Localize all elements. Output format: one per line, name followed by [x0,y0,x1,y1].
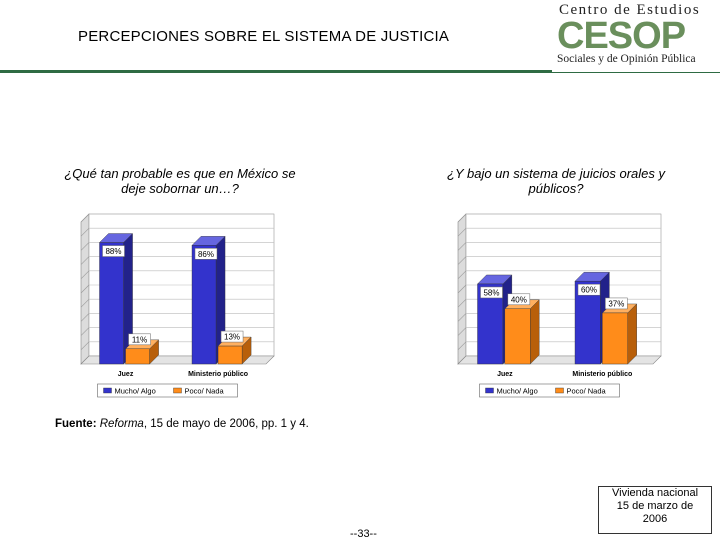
gridline-side [457,313,467,322]
data-label-box [194,248,218,260]
bar-1-0 [504,308,531,365]
logo-subtitle: Sociales y de Opinión Pública [557,53,696,65]
gridline-side [457,256,467,265]
gridline-side [80,270,90,280]
gridline-side [457,242,467,251]
source-note: Fuente: Reforma, 15 de mayo de 2006, pp.… [55,418,309,430]
category-label: Ministerio público [188,371,248,378]
gridline-side [457,327,467,336]
legend-label: Poco/ Nada [567,387,607,396]
chart-right: 58% 40% Juez 60% 37% Ministerio público Mucho/… [457,213,662,398]
gridline-side [80,327,90,336]
data-label: 88% [105,247,121,256]
source-label: Fuente: [55,418,97,430]
gridline-side [457,341,467,351]
gridline-side [457,298,467,308]
category-label: Ministerio público [572,371,632,378]
gridline-side [80,341,90,351]
gridline-side [457,213,467,223]
page-title: PERCEPCIONES SOBRE EL SISTEMA DE JUSTICI… [78,28,450,45]
logo-top-text: Centro de Estudios [559,2,701,18]
gridline-side [457,284,467,294]
question-left: ¿Qué tan probable es que en México se de… [64,166,296,196]
legend-label: Mucho/ Algo [497,387,538,396]
legend-label: Mucho/ Algo [115,387,156,396]
data-label-box [102,245,125,257]
gridline-side [80,227,90,237]
survey-note-line3: 2006 [642,513,668,525]
survey-note-line2: 15 de marzo de [616,500,694,512]
cesop-logo: Centro de Estudios CESOP Sociales y de O… [555,2,717,68]
legend-box [97,383,238,398]
data-label-box [577,283,601,296]
legend-box [479,383,620,398]
source-details: , 15 de mayo de 2006, pp. 1 y 4. [143,418,309,430]
bar-1-1 [217,345,243,365]
source-publication: Reforma [99,418,144,430]
legend-swatch-1 [173,387,182,394]
data-label: 37% [608,299,624,308]
gridline-side [80,213,90,223]
category-label: Juez [118,371,134,378]
data-label-box [507,293,531,306]
gridline-side [80,284,90,294]
data-label: 11% [132,335,147,344]
bar-1-1 [602,312,628,365]
gridline-side [457,270,467,280]
question-right: ¿Y bajo un sistema de juicios orales y p… [447,166,665,196]
header-rule [0,70,552,73]
bar-1-0 [125,348,150,365]
gridline-side [80,313,90,322]
chart-left: 88% 11% Juez 86% 13% Ministerio público Mucho/… [80,213,275,398]
survey-note-line1: Vivienda nacional [611,487,699,499]
logo-wordmark: CESOP [557,15,686,57]
data-label: 13% [224,333,240,342]
page-number: --33-- [350,528,377,540]
data-label: 60% [581,286,597,295]
header-rule-thin [552,72,720,73]
gridline-side [80,256,90,265]
legend-swatch-0 [103,387,112,394]
legend-swatch-1 [555,387,564,394]
bar-side-1-1 [627,303,637,365]
data-label-box [605,297,628,310]
bar-side-1-0 [529,299,540,365]
survey-note: Vivienda nacional 15 de marzo de 2006 [598,486,712,534]
legend-swatch-0 [485,387,494,394]
gridline-side [80,242,90,251]
bar-0-0 [99,242,124,365]
data-label-box [128,333,151,346]
data-label-box [480,286,503,299]
gridline-side [457,227,467,237]
legend-label: Poco/ Nada [185,387,225,396]
data-label: 58% [483,288,499,297]
data-label-box [220,330,244,343]
gridline-side [80,298,90,308]
data-label: 86% [198,250,214,259]
bar-0-1 [191,245,217,365]
category-label: Juez [497,371,513,378]
data-label: 40% [511,295,527,304]
